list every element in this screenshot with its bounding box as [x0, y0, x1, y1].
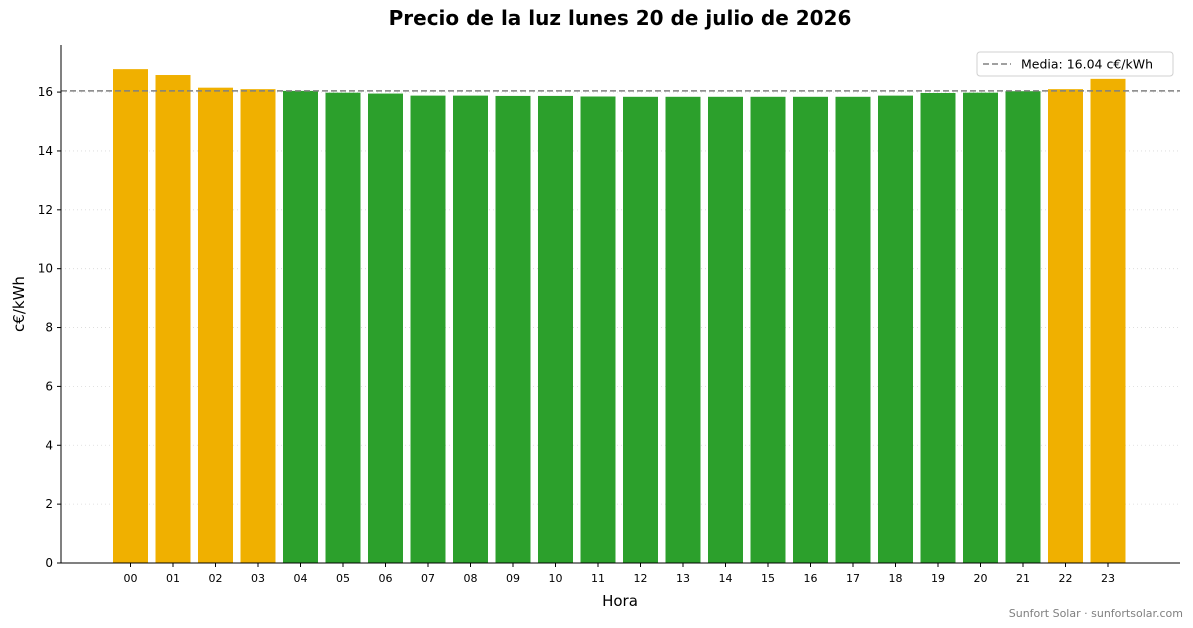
y-tick-label: 14 — [38, 144, 53, 158]
bar-17 — [835, 96, 871, 564]
bars — [113, 69, 1126, 564]
y-tick-label: 12 — [38, 203, 53, 217]
bar-03 — [240, 89, 276, 563]
chart-title: Precio de la luz lunes 20 de julio de 20… — [389, 6, 852, 30]
x-tick-label: 20 — [974, 572, 988, 585]
bar-19 — [920, 92, 956, 563]
y-tick-label: 8 — [45, 321, 53, 335]
x-tick-label: 01 — [166, 572, 180, 585]
bar-11 — [580, 96, 616, 564]
x-tick-label: 15 — [761, 572, 775, 585]
x-tick-label: 16 — [804, 572, 818, 585]
bar-08 — [453, 95, 488, 563]
bar-16 — [793, 96, 828, 564]
y-axis-label: c€/kWh — [10, 276, 28, 332]
legend: Media: 16.04 c€/kWh — [976, 51, 1174, 77]
bar-18 — [878, 95, 913, 563]
bar-21 — [1005, 91, 1041, 564]
y-tick-label: 4 — [45, 438, 53, 452]
x-tick-label: 04 — [294, 572, 308, 585]
bar-07 — [410, 95, 446, 563]
bar-14 — [708, 96, 743, 564]
x-tick-label: 03 — [251, 572, 265, 585]
bar-02 — [198, 87, 233, 563]
x-tick-label: 21 — [1016, 572, 1030, 585]
bar-00 — [113, 69, 148, 563]
bar-13 — [665, 96, 701, 564]
x-tick-label: 19 — [931, 572, 945, 585]
x-ticks: 00 01 02 03 04 05 06 07 08 09 10 11 12 13 14 15 16 17 18 19… — [124, 563, 1115, 585]
x-tick-label: 23 — [1101, 572, 1115, 585]
x-axis-label: Hora — [602, 592, 638, 610]
x-tick-label: 08 — [464, 572, 478, 585]
bar-22 — [1048, 89, 1083, 563]
x-tick-label: 05 — [336, 572, 350, 585]
x-tick-label: 14 — [719, 572, 733, 585]
y-tick-label: 16 — [38, 85, 53, 99]
footer-credit: Sunfort Solar · sunfortsolar.com — [1009, 607, 1183, 620]
bar-06 — [368, 93, 403, 563]
x-tick-label: 10 — [549, 572, 563, 585]
y-tick-label: 10 — [38, 262, 53, 276]
y-tick-label: 6 — [45, 379, 53, 393]
x-tick-label: 12 — [634, 572, 648, 585]
x-tick-label: 02 — [209, 572, 223, 585]
legend-box — [976, 51, 1174, 77]
legend-mean-label: Media: 16.04 c€/kWh — [1021, 57, 1153, 72]
x-tick-label: 07 — [421, 572, 435, 585]
axes — [60, 45, 1180, 564]
x-tick-label: 06 — [379, 572, 393, 585]
x-tick-label: 00 — [124, 572, 138, 585]
bar-12 — [623, 96, 658, 564]
x-tick-label: 13 — [676, 572, 690, 585]
bar-01 — [155, 75, 191, 564]
x-tick-label: 11 — [591, 572, 605, 585]
bar-04 — [283, 90, 318, 563]
bar-10 — [538, 95, 573, 563]
bar-05 — [325, 92, 361, 564]
bar-15 — [750, 96, 786, 564]
x-tick-label: 18 — [889, 572, 903, 585]
x-tick-label: 17 — [846, 572, 860, 585]
bar-20 — [963, 92, 998, 564]
x-tick-label: 09 — [506, 572, 520, 585]
bar-23 — [1090, 78, 1126, 563]
y-ticks: 0 2 4 6 8 10 12 14 16 — [38, 85, 61, 570]
bar-09 — [495, 95, 531, 563]
y-tick-label: 2 — [45, 497, 53, 511]
x-tick-label: 22 — [1059, 572, 1073, 585]
y-tick-label: 0 — [45, 556, 53, 570]
